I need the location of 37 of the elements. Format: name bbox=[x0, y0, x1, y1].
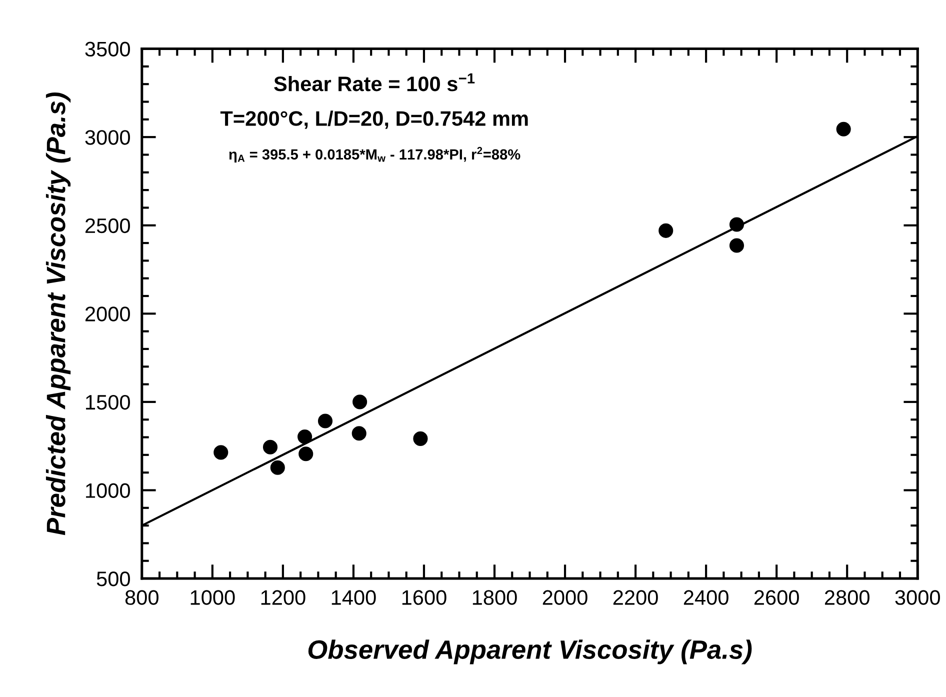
x-tick-label: 800 bbox=[125, 590, 158, 605]
point bbox=[729, 238, 744, 253]
point bbox=[836, 122, 851, 136]
point bbox=[729, 217, 744, 232]
x-tick-label: 1400 bbox=[332, 590, 376, 605]
y-tick-label: 1500 bbox=[86, 394, 130, 410]
annotation: Shear Rate = 100 s$^{−1}$ bbox=[274, 73, 475, 92]
x-tick-label: 1200 bbox=[261, 590, 306, 605]
x-tick-label: 2400 bbox=[684, 590, 728, 605]
point bbox=[214, 445, 228, 460]
y-axis-title: Predicted Apparent Viscosity (Pa.s) bbox=[46, 92, 71, 536]
point bbox=[413, 431, 428, 446]
x-axis-title: Observed Apparent Viscosity (Pa.s) bbox=[308, 640, 752, 664]
x-tick-label: 2200 bbox=[613, 590, 658, 605]
point bbox=[658, 223, 674, 238]
point bbox=[352, 394, 368, 410]
y-tick-label: 3500 bbox=[85, 42, 130, 57]
annotation: η$_{A}$ = 395.5 + 0.0185*M$_{w}$ - 117.98*PI, r$^{2}$=88% bbox=[229, 146, 520, 162]
x-tick-label: 2000 bbox=[542, 590, 588, 605]
point bbox=[318, 414, 333, 428]
y-tick-label: 2000 bbox=[85, 306, 130, 322]
annotation: T=200°C, L/D=20, D=0.7542 mm bbox=[220, 110, 528, 129]
x-tick-label: 1800 bbox=[472, 590, 517, 605]
y-tick-label: 1000 bbox=[86, 483, 130, 498]
point bbox=[262, 440, 278, 454]
point bbox=[270, 460, 285, 475]
y-tick-label: 500 bbox=[96, 572, 130, 586]
y-tick-label: 2500 bbox=[85, 218, 130, 234]
point bbox=[298, 429, 312, 444]
y-tick-label: 3000 bbox=[85, 130, 130, 145]
x-tick-label: 2800 bbox=[824, 590, 870, 605]
point bbox=[298, 446, 314, 462]
x-tick-label: 1000 bbox=[190, 590, 235, 605]
point bbox=[352, 426, 366, 441]
x-tick-label: 2600 bbox=[754, 590, 799, 605]
x-tick-label: 3000 bbox=[895, 590, 940, 605]
x-tick-label: 1600 bbox=[402, 590, 446, 605]
